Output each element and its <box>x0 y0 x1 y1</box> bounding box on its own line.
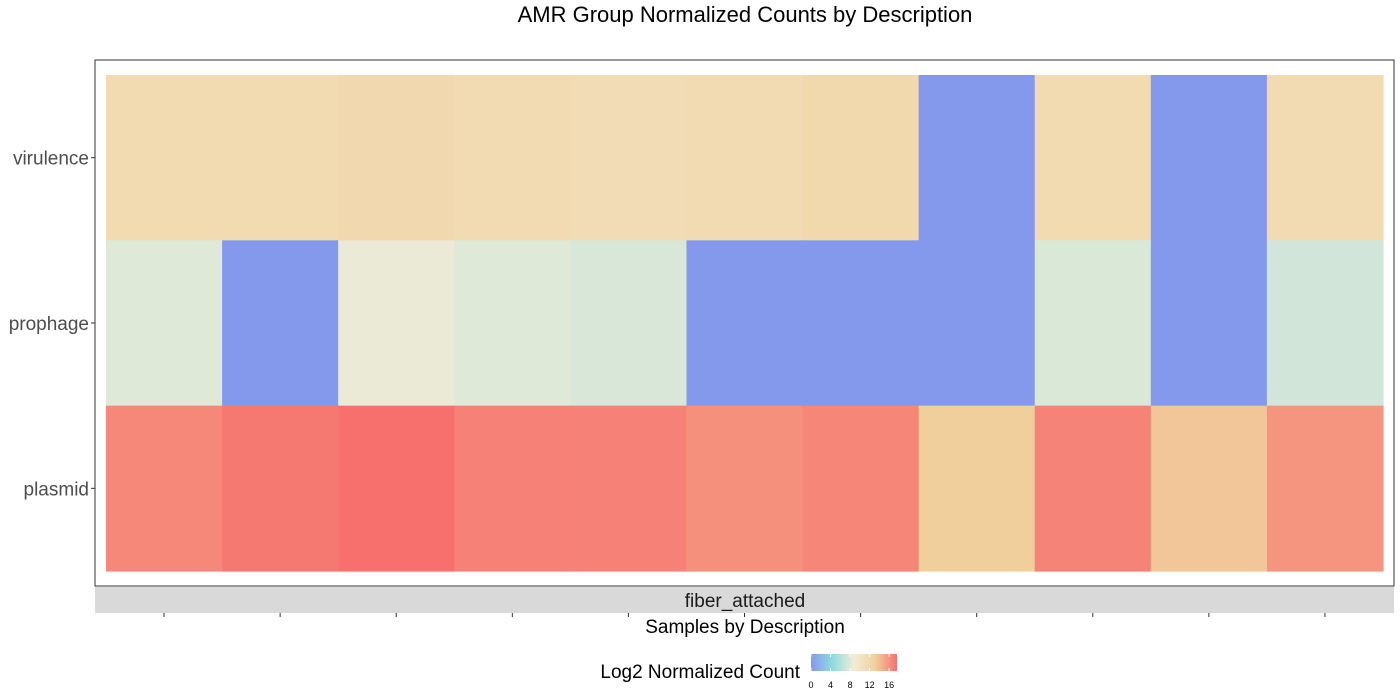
y-axis-labels: virulence prophage plasmid <box>9 149 95 500</box>
heatmap-cell <box>1150 75 1268 241</box>
legend-tick-label: 12 <box>865 680 875 690</box>
legend-colorbar <box>811 654 897 671</box>
heatmap-cell <box>686 405 804 572</box>
heatmap-cell <box>686 75 804 241</box>
heatmap-cell <box>802 75 920 241</box>
heatmap-cell <box>1034 405 1152 572</box>
heatmap-cell <box>1034 240 1152 407</box>
heatmap-cell <box>918 240 1036 407</box>
y-tick-label: plasmid <box>24 479 89 500</box>
legend-tick-label: 4 <box>828 680 833 690</box>
x-axis-title: Samples by Description <box>645 617 845 638</box>
x-axis-ticks <box>163 613 1326 617</box>
heatmap-cell <box>106 405 223 572</box>
heatmap-cell <box>454 405 571 572</box>
heatmap-cell <box>1150 240 1268 407</box>
heatmap-cell <box>338 405 455 572</box>
heatmap-cell <box>222 240 339 407</box>
heatmap-cell <box>686 240 804 407</box>
heatmap-cell <box>1266 75 1384 241</box>
legend-ticks: 0 4 8 12 16 <box>808 654 894 690</box>
heatmap-cell <box>454 240 571 407</box>
heatmap-cell <box>802 240 920 407</box>
heatmap-cell <box>570 405 688 572</box>
facet-strip-label: fiber_attached <box>685 591 805 612</box>
heatmap-cell <box>222 75 339 241</box>
heatmap-cell <box>1150 405 1268 572</box>
heatmap-cell <box>338 75 455 241</box>
y-tick-label: prophage <box>9 314 89 335</box>
heatmap-cell <box>1034 75 1152 241</box>
heatmap-cell <box>454 75 571 241</box>
legend-title: Log2 Normalized Count <box>600 662 800 683</box>
heatmap-cell <box>918 405 1036 572</box>
heatmap-cell <box>570 75 688 241</box>
heatmap-cells <box>106 75 1384 572</box>
facet-strip <box>95 587 1394 613</box>
heatmap-cell <box>222 405 339 572</box>
chart-title: AMR Group Normalized Counts by Descripti… <box>518 2 973 27</box>
heatmap-cell <box>918 75 1036 241</box>
y-tick-label: virulence <box>13 149 89 170</box>
heatmap-cell <box>802 405 920 572</box>
legend-tick-label: 8 <box>848 680 853 690</box>
heatmap-cell <box>1266 240 1384 407</box>
heatmap-cell <box>338 240 455 407</box>
heatmap-cell <box>106 240 223 407</box>
heatmap-cell <box>1266 405 1384 572</box>
heatmap-cell <box>570 240 688 407</box>
legend-tick-label: 16 <box>884 680 894 690</box>
heatmap-cell <box>106 75 223 241</box>
legend-tick-label: 0 <box>808 680 813 690</box>
